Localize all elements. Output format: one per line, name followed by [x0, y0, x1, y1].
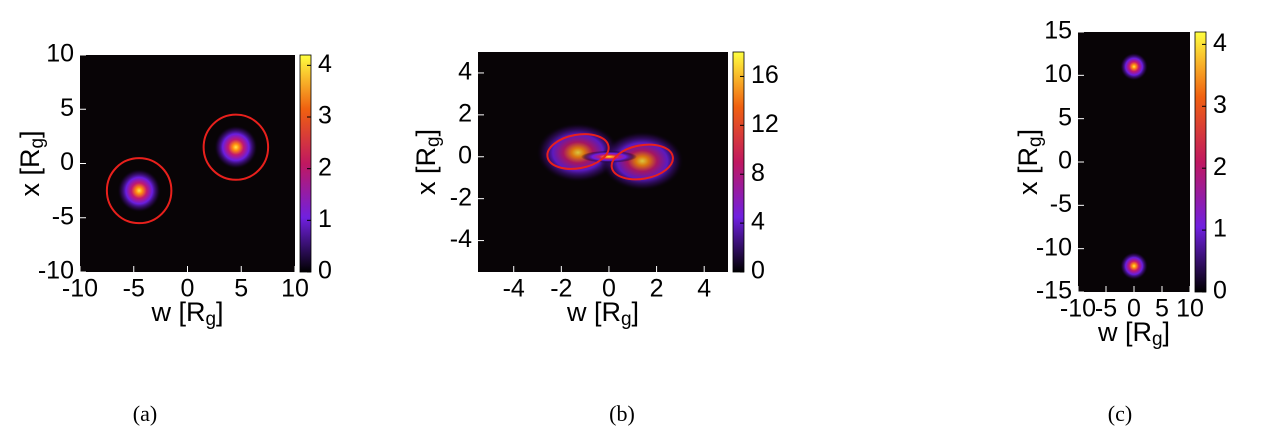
heat: [105, 113, 270, 225]
x-tick-label: -5: [123, 275, 145, 303]
intensity-peak: [213, 125, 258, 170]
x-axis-label: w [Rg]: [1097, 317, 1170, 350]
colorbar-tick-label: 0: [1213, 277, 1227, 305]
y-tick-label: -15: [1036, 277, 1072, 305]
colorbar-tick-label: 3: [318, 102, 332, 130]
caption: (a): [133, 401, 157, 426]
contour: [105, 157, 173, 225]
heat: [536, 122, 685, 191]
contour: [202, 113, 270, 181]
colorbar-tick-label: 4: [318, 50, 332, 78]
x-axis-label: w [Rg]: [566, 297, 639, 330]
x-tick-label: -2: [550, 275, 572, 303]
contour: [610, 143, 674, 181]
y-axis-label: x [Rg]: [411, 129, 444, 195]
x-tick-label: 0: [181, 275, 195, 303]
y-tick-label: -5: [1050, 190, 1072, 218]
x-tick-label: 5: [1155, 295, 1169, 323]
x-tick-label: 10: [281, 275, 309, 303]
colorbar: [1194, 31, 1207, 293]
y-tick-label: 0: [458, 141, 472, 169]
y-tick-label: 5: [1058, 103, 1072, 131]
y-tick-label: 15: [1044, 17, 1072, 45]
intensity-peak: [580, 150, 637, 163]
colorbar-tick-label: 12: [751, 110, 779, 138]
y-tick-label: 10: [46, 40, 74, 68]
y-axis-label: x [Rg]: [15, 130, 48, 196]
caption: (b): [609, 401, 635, 426]
x-tick-label: -4: [503, 275, 525, 303]
colorbar-tick-label: 1: [318, 205, 332, 233]
intensity-peak: [117, 168, 162, 213]
x-tick-label: 0: [1127, 295, 1141, 323]
y-tick-label: 4: [458, 58, 472, 86]
x-tick-label: 5: [234, 275, 248, 303]
colorbar-tick-label: 4: [1213, 29, 1227, 57]
colorbar-tick-label: 2: [1213, 153, 1227, 181]
x-tick-label: 4: [697, 275, 711, 303]
y-tick-label: 0: [1058, 147, 1072, 175]
y-axis-label: x [Rg]: [1013, 129, 1046, 195]
colorbar: [299, 54, 312, 273]
colorbar-tick-label: 1: [1213, 215, 1227, 243]
intensity-peak: [1120, 52, 1148, 81]
colorbar-tick-label: 4: [751, 208, 765, 236]
y-tick-label: 0: [60, 148, 74, 176]
x-tick-label: 0: [602, 275, 616, 303]
caption: (c): [1108, 401, 1132, 426]
colorbar-tick-label: 3: [1213, 91, 1227, 119]
y-tick-label: -2: [450, 183, 472, 211]
colorbar: [732, 51, 745, 273]
contour: [546, 133, 610, 170]
y-tick-label: -10: [1036, 233, 1072, 261]
y-tick-label: -10: [38, 257, 74, 285]
x-tick-label: 10: [1176, 295, 1204, 323]
colorbar-tick-label: 0: [751, 257, 765, 285]
x-axis-label: w [Rg]: [150, 297, 223, 330]
y-tick-label: 10: [1044, 60, 1072, 88]
colorbar-tick-label: 8: [751, 159, 765, 187]
heat: [1120, 52, 1148, 280]
colorbar-tick-label: 2: [318, 153, 332, 181]
y-tick-label: -5: [52, 202, 74, 230]
y-tick-label: -4: [450, 225, 472, 253]
plot-area: [80, 55, 295, 272]
x-tick-label: -5: [1095, 295, 1117, 323]
intensity-peak: [1120, 252, 1148, 280]
x-tick-label: -10: [1060, 295, 1096, 323]
colorbar-tick-label: 0: [318, 257, 332, 285]
x-tick-label: -10: [62, 275, 98, 303]
colorbar-tick-label: 16: [751, 61, 779, 89]
y-tick-label: 5: [60, 94, 74, 122]
y-tick-label: 2: [458, 99, 472, 127]
x-tick-label: 2: [650, 275, 664, 303]
